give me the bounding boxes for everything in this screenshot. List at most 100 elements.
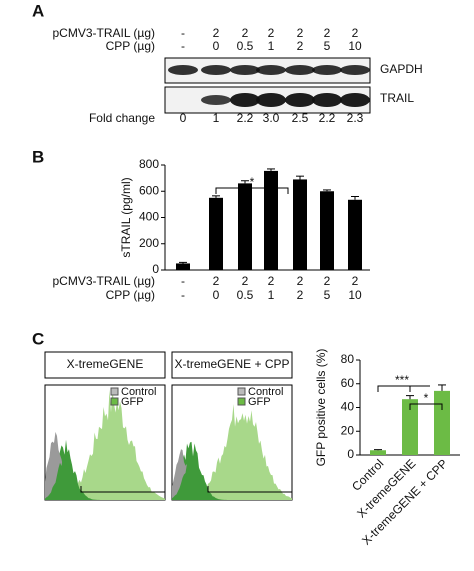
- legend-swatch: [110, 387, 119, 396]
- y-axis-label: GFP positive cells (%): [314, 349, 328, 467]
- bar: [370, 450, 386, 455]
- bar: [209, 197, 223, 270]
- bar: [348, 199, 362, 270]
- row-value: 10: [348, 288, 362, 302]
- hist-curve: [45, 456, 165, 500]
- legend-swatch: [237, 387, 246, 396]
- row-value: 1: [268, 288, 275, 302]
- sig-bracket: [409, 403, 443, 410]
- legend-label: Control: [121, 386, 156, 398]
- row-label: pCMV3-TRAIL (µg): [53, 26, 156, 40]
- row-value: 2: [352, 274, 359, 288]
- hist-title: X-tremeGENE: [67, 357, 144, 371]
- row-value: 0.5: [237, 39, 254, 53]
- sig-bracket: [215, 187, 289, 194]
- hist-title: X-tremeGENE + CPP: [174, 357, 289, 371]
- row-value: 2: [324, 26, 331, 40]
- row-value: 0: [213, 39, 220, 53]
- row-label: Fold change: [89, 111, 155, 125]
- y-tick-label: 800: [139, 157, 159, 171]
- y-tick-label: 600: [139, 183, 159, 197]
- band: [168, 65, 198, 75]
- fold-value: 1: [213, 111, 220, 125]
- legend-label: Control: [248, 386, 283, 398]
- row-value: -: [181, 288, 185, 302]
- band: [201, 65, 231, 75]
- row-value: 10: [348, 39, 362, 53]
- annotation: *: [250, 175, 255, 189]
- blot-label: TRAIL: [380, 91, 414, 105]
- row-value: 2: [297, 288, 304, 302]
- y-tick-label: 400: [139, 210, 159, 224]
- band: [285, 65, 315, 75]
- bar: [238, 183, 252, 270]
- row-value: 2: [242, 274, 249, 288]
- y-tick-label: 60: [341, 376, 355, 390]
- band: [256, 65, 286, 75]
- hist-curve: [45, 389, 165, 500]
- bar: [434, 390, 450, 455]
- legend-label: GFP: [121, 396, 144, 408]
- row-label: CPP (µg): [106, 288, 155, 302]
- band: [340, 65, 370, 75]
- panel-label: A: [32, 1, 44, 20]
- row-label: CPP (µg): [106, 39, 155, 53]
- annotation: *: [424, 391, 429, 405]
- fold-value: 2.3: [347, 111, 364, 125]
- fold-value: 2.2: [319, 111, 336, 125]
- row-value: -: [181, 274, 185, 288]
- y-tick-label: 40: [341, 400, 355, 414]
- row-value: 1: [268, 39, 275, 53]
- annotation: ***: [395, 373, 409, 387]
- y-tick-label: 0: [152, 262, 159, 276]
- band: [201, 95, 231, 105]
- fold-value: 3.0: [263, 111, 280, 125]
- row-value: -: [181, 39, 185, 53]
- band: [256, 93, 286, 107]
- row-label: pCMV3-TRAIL (µg): [53, 274, 156, 288]
- bar: [402, 399, 418, 455]
- band: [340, 93, 370, 107]
- gate: [80, 486, 166, 493]
- fold-value: 0: [180, 111, 187, 125]
- y-tick-label: 20: [341, 423, 355, 437]
- sig-bracket: [377, 385, 430, 392]
- hist-curve: [172, 454, 292, 500]
- bar: [264, 170, 278, 270]
- row-value: 5: [324, 39, 331, 53]
- row-value: 0.5: [237, 288, 254, 302]
- row-value: 0: [213, 288, 220, 302]
- gate: [207, 486, 293, 493]
- bar: [176, 263, 190, 270]
- hist-title-box: [171, 351, 293, 379]
- bar: [293, 179, 307, 270]
- legend-swatch: [110, 397, 119, 406]
- band: [230, 93, 260, 107]
- y-tick-label: 200: [139, 236, 159, 250]
- row-value: 2: [268, 26, 275, 40]
- row-value: 2: [324, 274, 331, 288]
- row-value: -: [181, 26, 185, 40]
- row-value: 5: [324, 288, 331, 302]
- row-value: 2: [213, 274, 220, 288]
- row-value: 2: [242, 26, 249, 40]
- band: [312, 65, 342, 75]
- row-value: 2: [297, 274, 304, 288]
- legend-label: GFP: [248, 396, 271, 408]
- band: [285, 93, 315, 107]
- row-value: 2: [352, 26, 359, 40]
- panel-label: C: [32, 329, 44, 348]
- hist-title-box: [44, 351, 166, 379]
- fold-value: 2.5: [292, 111, 309, 125]
- legend-swatch: [237, 397, 246, 406]
- panel-label: B: [32, 147, 44, 166]
- row-value: 2: [297, 26, 304, 40]
- row-value: 2: [297, 39, 304, 53]
- y-tick-label: 80: [341, 352, 355, 366]
- bar: [320, 191, 334, 270]
- band: [312, 93, 342, 107]
- blot-label: GAPDH: [380, 62, 423, 76]
- hist-curve: [172, 403, 292, 500]
- y-tick-label: 0: [347, 447, 354, 461]
